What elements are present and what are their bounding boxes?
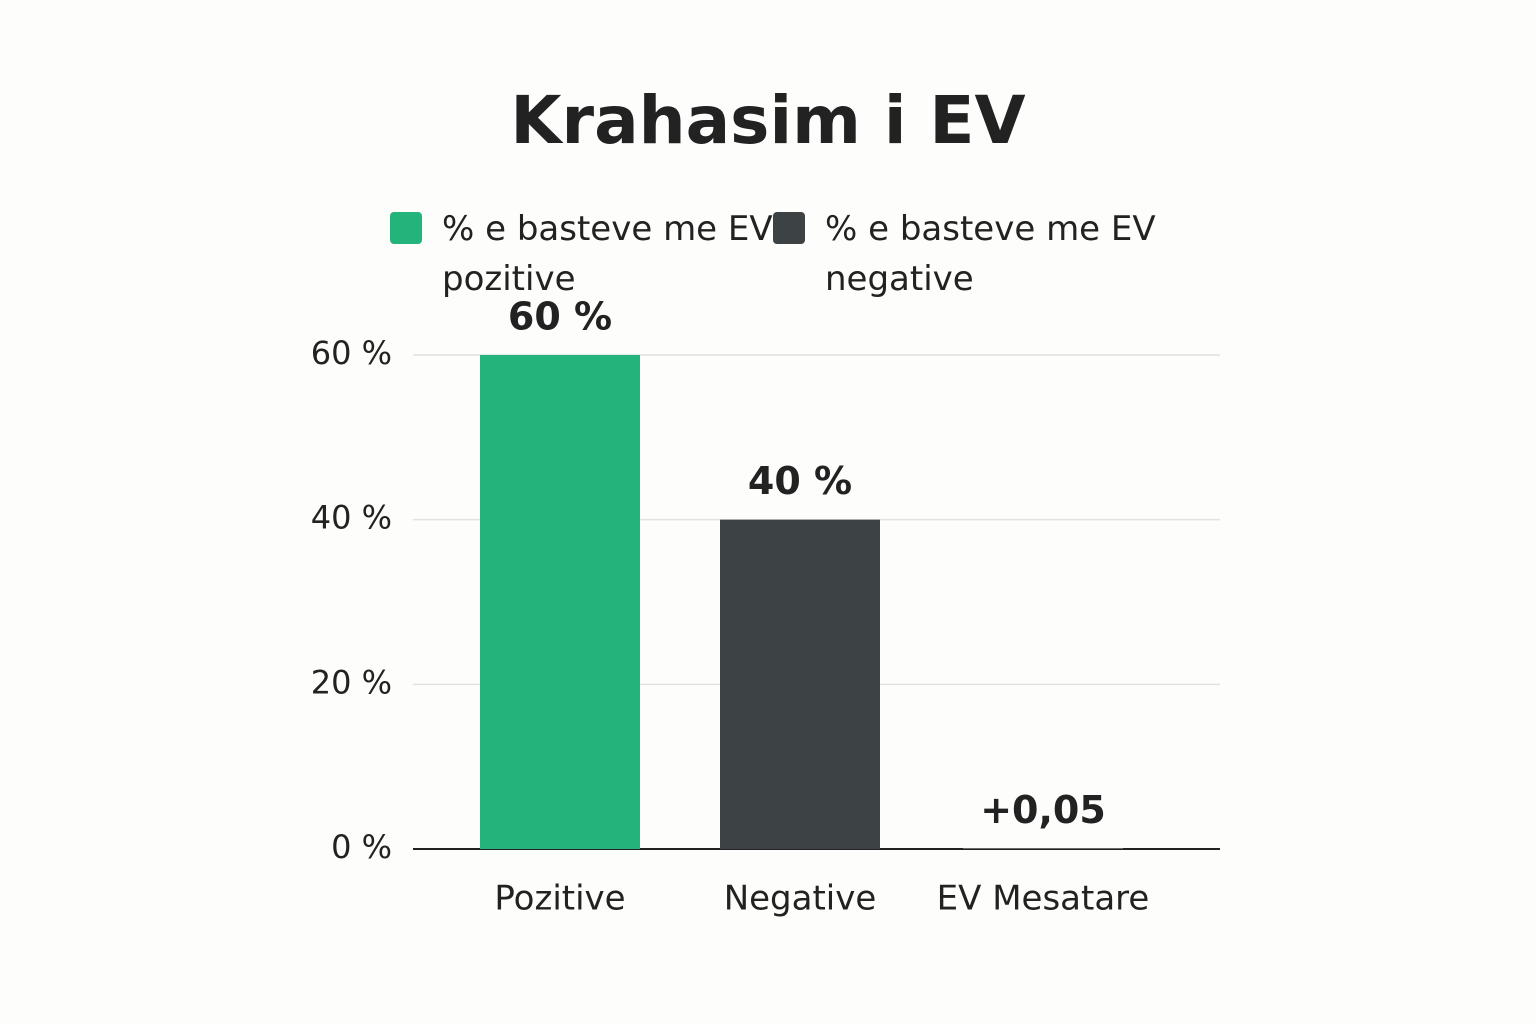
y-tick-label: 20 % — [311, 663, 392, 701]
legend-item: % e basteve me EV negative — [773, 204, 1165, 304]
x-tick-label: Negative — [724, 879, 877, 919]
legend-swatch — [773, 212, 805, 244]
legend-label: % e basteve me EV pozitive — [442, 209, 773, 299]
legend-label: % e basteve me EV negative — [825, 209, 1156, 299]
y-tick-label: 0 % — [331, 828, 392, 866]
value-label: 60 % — [508, 295, 612, 339]
value-label: 40 % — [748, 459, 852, 503]
bar — [480, 355, 640, 849]
bar — [720, 519, 880, 849]
chart-title: Krahasim i EV — [510, 82, 1025, 159]
y-tick-label: 60 % — [311, 334, 392, 372]
legend-swatch — [390, 212, 422, 244]
legend-item: % e basteve me EV pozitive — [390, 204, 782, 304]
x-tick-label: Pozitive — [494, 879, 625, 919]
value-label: +0,05 — [980, 788, 1106, 832]
y-tick-label: 40 % — [311, 499, 392, 537]
x-tick-label: EV Mesatare — [937, 879, 1150, 919]
